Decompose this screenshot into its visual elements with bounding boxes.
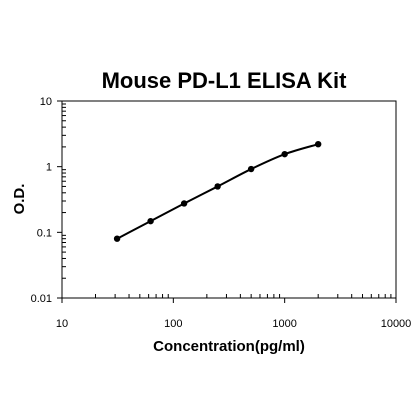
x-tick-label: 1000 [272, 318, 296, 330]
data-point [180, 200, 188, 207]
y-axis-ticks: 0.01 0.1 1 10 [31, 96, 66, 305]
y-tick-label: 0.01 [31, 293, 52, 305]
plot-area-frame [61, 100, 397, 299]
data-point [214, 183, 221, 190]
data-point [281, 150, 288, 158]
data-point [113, 235, 121, 242]
x-tick-label: 10 [56, 318, 68, 330]
chart-title: Mouse PD-L1 ELISA Kit [102, 68, 348, 93]
x-axis-label: Concentration(pg/ml) [153, 338, 305, 355]
y-tick-label: 0.1 [37, 227, 52, 239]
x-tick-label: 100 [164, 318, 182, 330]
x-tick-label: 10000 [381, 318, 412, 330]
y-tick-label: 1 [46, 162, 52, 174]
data-point [314, 140, 322, 148]
y-tick-label: 10 [40, 96, 52, 108]
data-point [147, 217, 154, 225]
data-point [247, 165, 255, 173]
y-axis-label: O.D. [11, 184, 28, 215]
x-axis-ticks: 10 100 1000 10000 [56, 294, 411, 330]
series-layer [113, 140, 322, 242]
